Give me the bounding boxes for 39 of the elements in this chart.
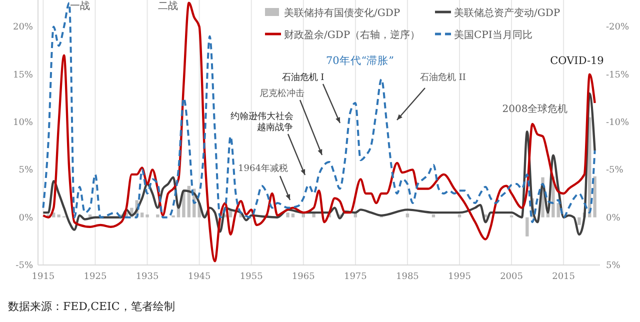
annotation: 石油危机 II [420, 72, 466, 83]
annotation: 约翰逊伟大社会 [230, 111, 294, 122]
annotation: 越南战争 [257, 122, 293, 133]
y-tick-label: 10% [12, 118, 34, 128]
source-note: 数据来源：FED,CEIC，笔者绘制 [8, 300, 175, 313]
x-tick-label: 2015 [552, 272, 576, 282]
y-tick-label: 15% [12, 70, 34, 80]
y2-tick-label: -15% [606, 70, 630, 80]
annotation: 2008全球危机 [502, 103, 568, 115]
annotation: 1964年减税 [238, 163, 288, 174]
legend-label: 美联储持有国债变化/GDP [284, 7, 400, 19]
annotation: 尼克松冲击 [260, 88, 304, 99]
x-tick-label: 1935 [136, 272, 160, 282]
x-tick-label: 1925 [84, 272, 107, 282]
x-tick-label: 2005 [500, 272, 524, 282]
annotation: COVID-19 [550, 55, 604, 67]
x-tick-label: 1965 [292, 272, 316, 282]
annotation: 石油危机 I [282, 72, 325, 83]
y2-tick-label: 0% [606, 213, 621, 224]
y-tick-label: 5% [18, 166, 34, 176]
y2-tick-label: 5% [606, 261, 621, 271]
legend-label: 美联储总资产变动/GDP [454, 7, 560, 19]
y2-tick-label: -20% [606, 22, 630, 33]
x-tick-label: 1955 [240, 272, 264, 282]
x-tick-label: 1915 [32, 272, 55, 282]
legend-label: 美国CPI当月同比 [454, 29, 532, 41]
x-tick-label: 1975 [344, 272, 368, 282]
x-tick-label: 1985 [396, 272, 420, 282]
y2-tick-label: -5% [606, 166, 624, 176]
y-tick-label: -5% [16, 261, 34, 271]
x-tick-label: 1945 [188, 272, 212, 282]
y-tick-label: 0% [18, 213, 34, 224]
y-tick-label: 20% [12, 22, 34, 33]
annotation: 一战 [70, 0, 90, 12]
legend-label: 财政盈余/GDP（右轴，逆序） [284, 29, 420, 41]
y2-tick-label: -10% [606, 118, 630, 128]
annotation: 70年代“滞胀” [326, 54, 394, 67]
x-tick-label: 1995 [448, 272, 472, 282]
annotation: 二战 [158, 0, 178, 12]
